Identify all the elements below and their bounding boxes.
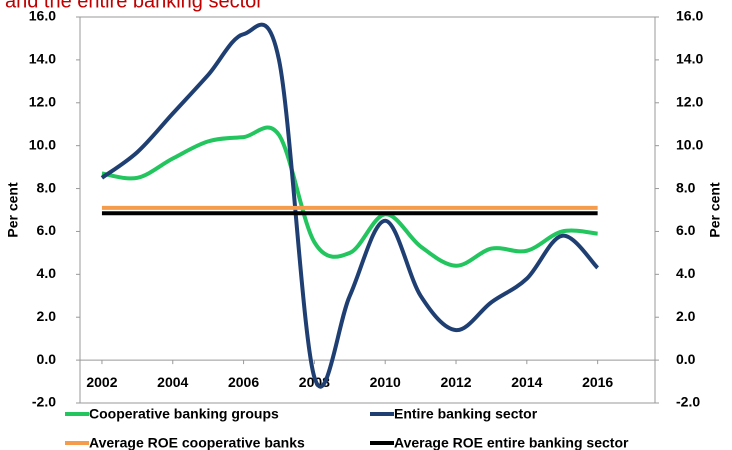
y2-tick-label: 12.0 <box>676 93 703 109</box>
legend-label: Average ROE cooperative banks <box>89 435 305 450</box>
y2-tick-label: 4.0 <box>676 265 696 281</box>
y2-tick-label: 14.0 <box>676 51 703 67</box>
chart-title: and the entire banking sector <box>5 0 263 12</box>
y-tick-label: 6.0 <box>37 222 57 238</box>
y-tick-label: -2.0 <box>32 394 56 410</box>
y-tick-label: 12.0 <box>29 93 56 109</box>
y2-tick-label: 0.0 <box>676 351 696 367</box>
x-tick-label: 2014 <box>511 374 542 390</box>
legend-label: Average ROE entire banking sector <box>394 435 629 450</box>
y2-axis-title: Per cent <box>707 182 723 238</box>
y2-tick-label: 8.0 <box>676 179 696 195</box>
series-line <box>101 125 598 268</box>
x-tick-label: 2010 <box>370 374 401 390</box>
y-tick-label: 4.0 <box>37 265 57 281</box>
legend-label: Cooperative banking groups <box>89 406 279 422</box>
y2-tick-label: 16.0 <box>676 8 703 24</box>
y-tick-label: 0.0 <box>37 351 57 367</box>
x-tick-label: 2006 <box>228 374 259 390</box>
y2-tick-label: 6.0 <box>676 222 696 238</box>
x-tick-label: 2002 <box>86 374 117 390</box>
y-tick-label: 10.0 <box>29 136 56 152</box>
plot-frame <box>79 16 656 404</box>
legend-label: Entire banking sector <box>394 406 538 422</box>
y2-tick-label: 2.0 <box>676 308 696 324</box>
y-tick-label: 14.0 <box>29 51 56 67</box>
y-tick-label: 2.0 <box>37 308 57 324</box>
y2-tick-label: -2.0 <box>676 394 700 410</box>
y-tick-label: 16.0 <box>29 8 56 24</box>
y-axis-title: Per cent <box>5 182 21 238</box>
x-tick-label: 2004 <box>157 374 188 390</box>
series-line <box>100 22 600 389</box>
x-tick-label: 2016 <box>582 374 613 390</box>
y-tick-label: 8.0 <box>37 179 57 195</box>
x-tick-label: 2012 <box>440 374 471 390</box>
y2-tick-label: 10.0 <box>676 136 703 152</box>
